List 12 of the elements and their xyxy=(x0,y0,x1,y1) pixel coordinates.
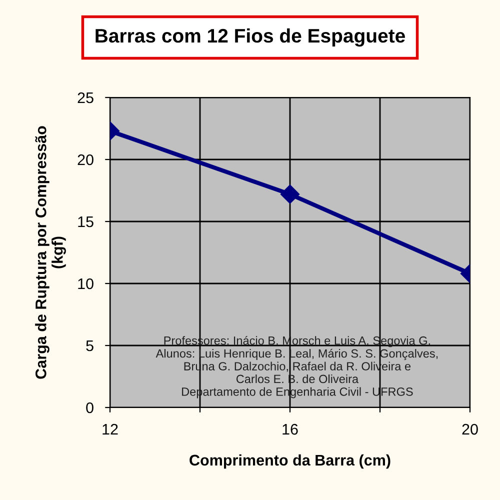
x-axis-title: Comprimento da Barra (cm) xyxy=(190,454,390,469)
y-tick-label: 0 xyxy=(86,402,94,414)
y-axis-title: Carga de Ruptura por Compressão (kgf) xyxy=(35,126,66,379)
x-tick-label: 20 xyxy=(462,424,478,435)
y-tick-label: 5 xyxy=(86,340,94,352)
y-tick-label: 25 xyxy=(78,92,94,104)
y-tick-label: 20 xyxy=(78,154,94,166)
x-tick-label: 16 xyxy=(282,424,298,435)
y-tick-label: 10 xyxy=(78,278,94,290)
x-tick-label: 12 xyxy=(102,424,118,435)
y-tick-label: 15 xyxy=(78,216,94,228)
chart-title: Barras com 12 Fios de Espaguete xyxy=(96,28,405,47)
